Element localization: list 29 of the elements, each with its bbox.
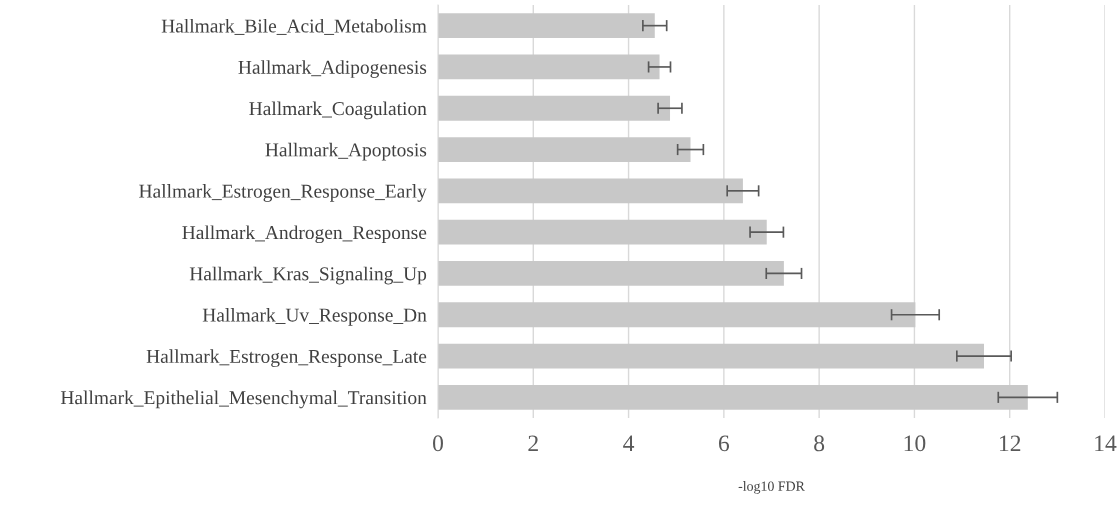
x-tick-label: 0 (433, 435, 443, 452)
x-tick-label: 14 (1095, 435, 1117, 452)
bar (438, 13, 655, 39)
y-tick-label: Hallmark_Coagulation (249, 101, 427, 120)
x-tick-label: 4 (623, 435, 635, 452)
bar (438, 137, 691, 162)
bar (438, 54, 660, 80)
bar (438, 302, 916, 328)
y-tick-label: Hallmark_Adipogenesis (238, 60, 427, 78)
bar (438, 178, 743, 204)
x-tick-label: 2 (528, 435, 538, 452)
x-tick-label: 12 (999, 435, 1021, 452)
x-axis-title: -log10 FDR (738, 481, 805, 494)
bar (438, 384, 1028, 410)
bar (438, 219, 767, 245)
y-tick-label: Hallmark_Apoptosis (265, 142, 427, 161)
x-tick-label: 10 (904, 435, 926, 452)
y-tick-label: Hallmark_Kras_Signaling_Up (189, 266, 427, 285)
y-tick-label: Hallmark_Androgen_Response (182, 225, 427, 244)
y-tick-label: Hallmark_Estrogen_Response_Early (139, 184, 427, 202)
bar (438, 95, 671, 121)
x-tick-label: 8 (814, 435, 825, 452)
bar (438, 343, 984, 369)
y-tick-label: Hallmark_Bile_Acid_Metabolism (161, 18, 427, 35)
bar (438, 261, 784, 286)
x-tick-label: 6 (718, 435, 730, 452)
y-tick-label: Hallmark_Estrogen_Response_Late (146, 349, 427, 367)
y-tick-label: Hallmark_Epithelial_Mesenchymal_Transition (60, 390, 427, 409)
y-tick-label: Hallmark_Uv_Response_Dn (202, 308, 427, 326)
